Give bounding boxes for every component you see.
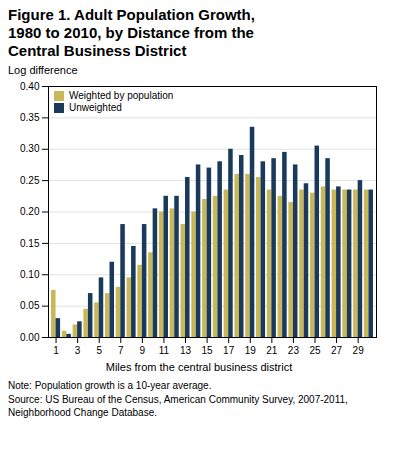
svg-text:9: 9 [140,345,146,356]
svg-text:0.20: 0.20 [20,206,40,217]
svg-text:7: 7 [118,345,124,356]
svg-text:0.00: 0.00 [20,332,40,343]
svg-text:3: 3 [75,345,81,356]
svg-text:0.40: 0.40 [20,81,40,92]
svg-text:5: 5 [96,345,102,356]
svg-text:15: 15 [202,345,214,356]
html-text:Unweighted: Unweighted [69,102,122,113]
svg-text:29: 29 [353,345,365,356]
html-text:Figure 1. Adult Population Gro: Figure 1. Adult Population Growth, 1980 … [8,6,255,59]
svg-text:0.35: 0.35 [20,112,40,123]
svg-text:19: 19 [245,345,257,356]
svg-text:25: 25 [309,345,321,356]
svg-text:0.30: 0.30 [20,143,40,154]
svg-text:1: 1 [53,345,59,356]
html-text:Miles from the central busines: Miles from the central business district [105,361,293,373]
html-text:Weighted by population: Weighted by population [69,90,174,101]
svg-text:13: 13 [180,345,192,356]
svg-text:23: 23 [288,345,300,356]
svg-text:0.10: 0.10 [20,269,40,280]
svg-text:27: 27 [331,345,343,356]
svg-text:17: 17 [223,345,235,356]
svg-text:21: 21 [266,345,278,356]
html-text:Note: Population growth is a 1: Note: Population growth is a 10-year ave… [8,380,348,418]
svg-text:0.15: 0.15 [20,238,40,249]
svg-text:11: 11 [159,345,170,356]
svg-text:0.05: 0.05 [20,300,40,311]
svg-text:0.25: 0.25 [20,175,40,186]
html-text:Log difference: Log difference [8,64,78,76]
